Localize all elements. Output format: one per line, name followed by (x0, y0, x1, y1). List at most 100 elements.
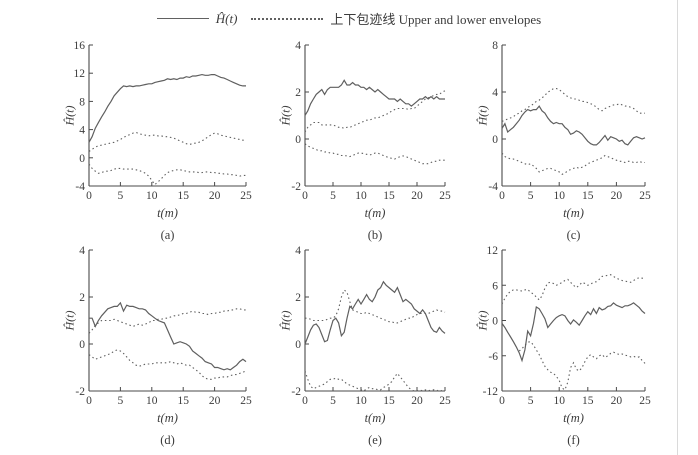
svg-text:-2: -2 (291, 181, 301, 193)
page-edge-line (677, 0, 678, 455)
svg-text:0: 0 (492, 134, 498, 146)
y-axis-label-c: Ĥ(t) (475, 105, 490, 126)
svg-text:12: 12 (74, 68, 86, 80)
svg-text:2: 2 (295, 292, 301, 304)
x-axis-label-a: t(m) (157, 206, 178, 220)
x-axis-label-b: t(m) (364, 206, 386, 220)
svg-text:10: 10 (355, 190, 367, 202)
svg-text:4: 4 (295, 40, 301, 52)
y-axis-label-e: Ĥ(t) (278, 310, 293, 331)
x-axis-label-e: t(m) (364, 411, 386, 425)
legend-dotted-label: 上下包迹线 Upper and lower envelopes (330, 12, 542, 27)
svg-text:0: 0 (492, 316, 498, 328)
svg-text:5: 5 (118, 190, 124, 202)
svg-text:20: 20 (209, 395, 221, 407)
svg-text:25: 25 (639, 190, 651, 202)
y-axis-label-a: Ĥ(t) (62, 105, 77, 126)
plot-canvas-f: -12 -6 0 6 12 0 5 10 15 20 25 (483, 245, 651, 407)
legend-solid-label: Ĥ(t) (215, 10, 238, 26)
svg-text:20: 20 (611, 190, 623, 202)
subplot-f: Ĥ(t) -12 -6 0 6 12 0 5 10 15 20 25 t(m) (f) (464, 244, 652, 448)
subplot-caption-c: (c) (566, 228, 581, 242)
subplot-caption-f: (f) (567, 433, 580, 447)
dotted-line-icon (251, 17, 324, 20)
svg-text:0: 0 (86, 190, 92, 202)
svg-text:10: 10 (553, 190, 565, 202)
solid-line-icon (156, 18, 209, 19)
svg-text:5: 5 (118, 395, 124, 407)
subplot-d: Ĥ(t) -2 0 2 4 0 5 10 15 20 25 t(m) (d) (51, 244, 253, 448)
svg-text:4: 4 (79, 245, 85, 257)
svg-text:0: 0 (302, 395, 308, 407)
svg-text:4: 4 (79, 125, 85, 137)
svg-text:0: 0 (79, 153, 85, 165)
svg-text:10: 10 (146, 190, 158, 202)
svg-text:15: 15 (383, 395, 395, 407)
svg-text:0: 0 (499, 190, 505, 202)
svg-text:25: 25 (240, 395, 252, 407)
subplot-caption-a: (a) (160, 228, 175, 242)
svg-text:-2: -2 (75, 386, 85, 398)
y-axis-label-d: Ĥ(t) (62, 310, 77, 331)
svg-text:10: 10 (553, 395, 565, 407)
svg-text:25: 25 (639, 395, 651, 407)
svg-text:2: 2 (295, 87, 301, 99)
svg-text:25: 25 (439, 395, 451, 407)
svg-text:20: 20 (411, 190, 423, 202)
legend-item-solid: Ĥ(t) (156, 10, 238, 27)
y-axis-label-f: Ĥ(t) (475, 310, 490, 331)
svg-text:6: 6 (492, 280, 498, 292)
svg-text:-4: -4 (75, 181, 85, 193)
svg-text:0: 0 (86, 395, 92, 407)
subplot-c: Ĥ(t) -4 0 4 8 0 5 10 15 20 25 t(m) (c) (464, 39, 652, 243)
svg-text:25: 25 (240, 190, 252, 202)
svg-text:15: 15 (177, 190, 189, 202)
svg-text:-2: -2 (291, 386, 301, 398)
svg-text:8: 8 (492, 40, 498, 52)
svg-text:5: 5 (330, 190, 336, 202)
svg-text:0: 0 (295, 339, 301, 351)
svg-text:-12: -12 (483, 386, 499, 398)
subplot-caption-b: (b) (367, 228, 383, 242)
x-axis-label-c: t(m) (563, 206, 584, 220)
svg-text:10: 10 (146, 395, 158, 407)
svg-text:15: 15 (582, 395, 594, 407)
svg-text:20: 20 (209, 190, 221, 202)
svg-text:16: 16 (74, 40, 86, 52)
svg-text:15: 15 (177, 395, 189, 407)
svg-text:-6: -6 (488, 351, 498, 363)
svg-text:5: 5 (330, 395, 336, 407)
svg-text:0: 0 (302, 190, 308, 202)
svg-text:-4: -4 (488, 181, 498, 193)
svg-text:25: 25 (439, 190, 451, 202)
svg-text:20: 20 (611, 395, 623, 407)
svg-text:5: 5 (528, 395, 534, 407)
svg-text:4: 4 (295, 245, 301, 257)
x-axis-label-f: t(m) (563, 411, 584, 425)
legend: Ĥ(t) 上下包迹线 Upper and lower envelopes (0, 9, 698, 28)
svg-text:4: 4 (492, 87, 498, 99)
y-axis-label-b: Ĥ(t) (278, 105, 293, 126)
svg-text:10: 10 (355, 395, 367, 407)
svg-text:2: 2 (79, 292, 85, 304)
svg-text:12: 12 (487, 245, 499, 257)
svg-text:8: 8 (79, 96, 85, 108)
legend-item-dotted: 上下包迹线 Upper and lower envelopes (251, 9, 541, 28)
svg-text:15: 15 (383, 190, 395, 202)
svg-text:5: 5 (528, 190, 534, 202)
svg-text:0: 0 (499, 395, 505, 407)
subplot-b: Ĥ(t) -2 0 2 4 0 5 10 15 20 25 t(m) (b) (267, 39, 452, 243)
subplot-a: Ĥ(t) -4 0 4 8 12 16 0 5 10 15 20 25 t(m) (a) (51, 39, 253, 243)
subplot-e: Ĥ(t) -2 0 2 4 0 5 10 15 20 25 t(m) (e) (267, 244, 452, 448)
svg-text:20: 20 (411, 395, 423, 407)
svg-text:0: 0 (295, 134, 301, 146)
subplot-caption-e: (e) (368, 433, 382, 447)
x-axis-label-d: t(m) (157, 411, 178, 425)
svg-text:15: 15 (582, 190, 594, 202)
